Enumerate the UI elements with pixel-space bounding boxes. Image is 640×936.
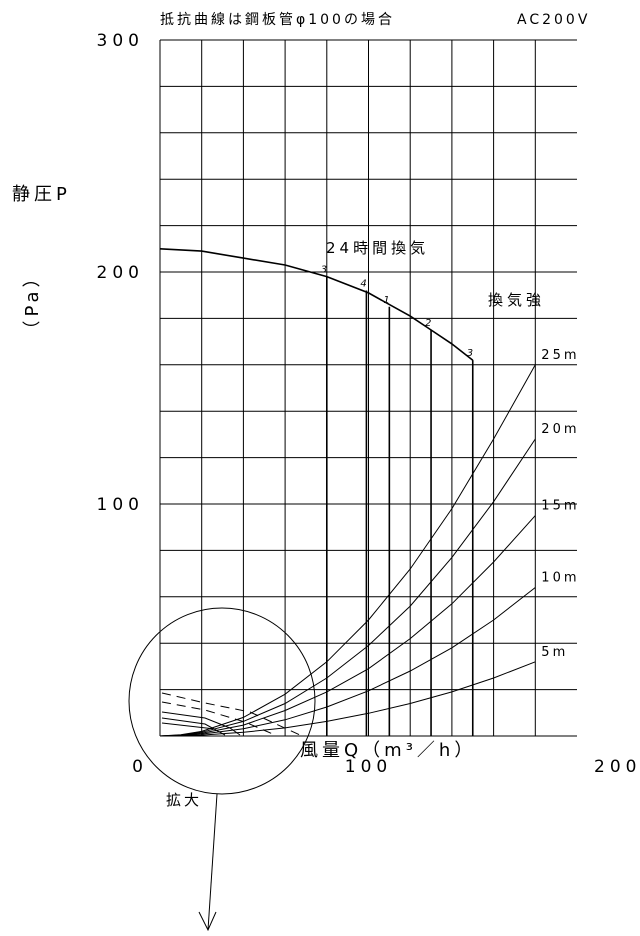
zoom-label: 拡大 (166, 791, 202, 809)
resistance-curve (159, 661, 536, 737)
resistance-note: 抵抗曲線は鋼板管φ100の場合 (160, 12, 395, 28)
zoom-detail-lines (161, 692, 301, 736)
resistance-curve-labels: 25m 20m 15m 10m 5m (541, 348, 579, 660)
y-tick-label: 100 (97, 495, 144, 515)
resistance-curve-label: 5m (541, 645, 568, 660)
resistance-curve (159, 587, 536, 737)
speed-notch-label: 2 (425, 318, 431, 329)
zoom-circle (128, 607, 316, 795)
x-tick-label: 200 (594, 757, 640, 777)
y-axis-label: 静圧P (12, 184, 71, 205)
x-tick-label: 0 (132, 757, 148, 777)
tick-labels: 100 200 300 0 100 200 (97, 31, 640, 777)
y-tick-label: 200 (97, 263, 144, 283)
resistance-curve (159, 515, 536, 737)
zoom-arrow-head (198, 911, 217, 932)
resistance-curve-label: 25m (541, 348, 579, 363)
y-axis-unit: （Pa） (22, 265, 43, 338)
resistance-curve-label: 20m (541, 422, 579, 437)
zoom-arrow-shaft (207, 793, 218, 931)
x-axis-label: 風量Q（m³／h） (300, 740, 476, 761)
mode-label-strong: 換気強 (488, 291, 545, 309)
resistance-curves (159, 364, 536, 737)
operating-mode-lines (325, 276, 474, 736)
voltage-label: AC200V (517, 12, 590, 28)
operating-point-labels: 3 4 1 2 3 (321, 265, 473, 360)
speed-notch-label: 4 (360, 279, 366, 290)
pq-curve (159, 248, 474, 361)
resistance-curve-label: 10m (541, 571, 579, 586)
speed-notch-label: 1 (383, 295, 389, 306)
grid (159, 39, 577, 737)
y-tick-label: 300 (97, 31, 144, 51)
speed-notch-label: 3 (321, 265, 327, 276)
speed-notch-label: 3 (467, 348, 473, 359)
mode-label-24h: 24時間換気 (326, 239, 429, 257)
resistance-curve-label: 15m (541, 499, 579, 514)
resistance-curve (159, 438, 536, 737)
resistance-curve (159, 364, 536, 737)
x-tick-label: 100 (345, 757, 392, 777)
